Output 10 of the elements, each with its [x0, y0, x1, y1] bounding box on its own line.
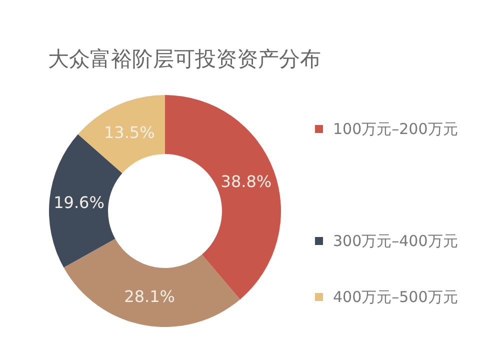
donut-slice	[78, 95, 165, 174]
legend-label: 100万元–200万元	[333, 120, 458, 138]
data-label: 19.6%	[54, 192, 104, 212]
data-label: 13.5%	[104, 123, 155, 142]
legend-label: 300万元–400万元	[333, 232, 458, 250]
data-label: 38.8%	[220, 172, 272, 192]
chart-title: 大众富裕阶层可投资资产分布	[48, 47, 321, 71]
donut-slice	[64, 238, 240, 327]
legend-label: 400万元–500万元	[333, 288, 458, 306]
data-label: 28.1%	[124, 287, 176, 306]
